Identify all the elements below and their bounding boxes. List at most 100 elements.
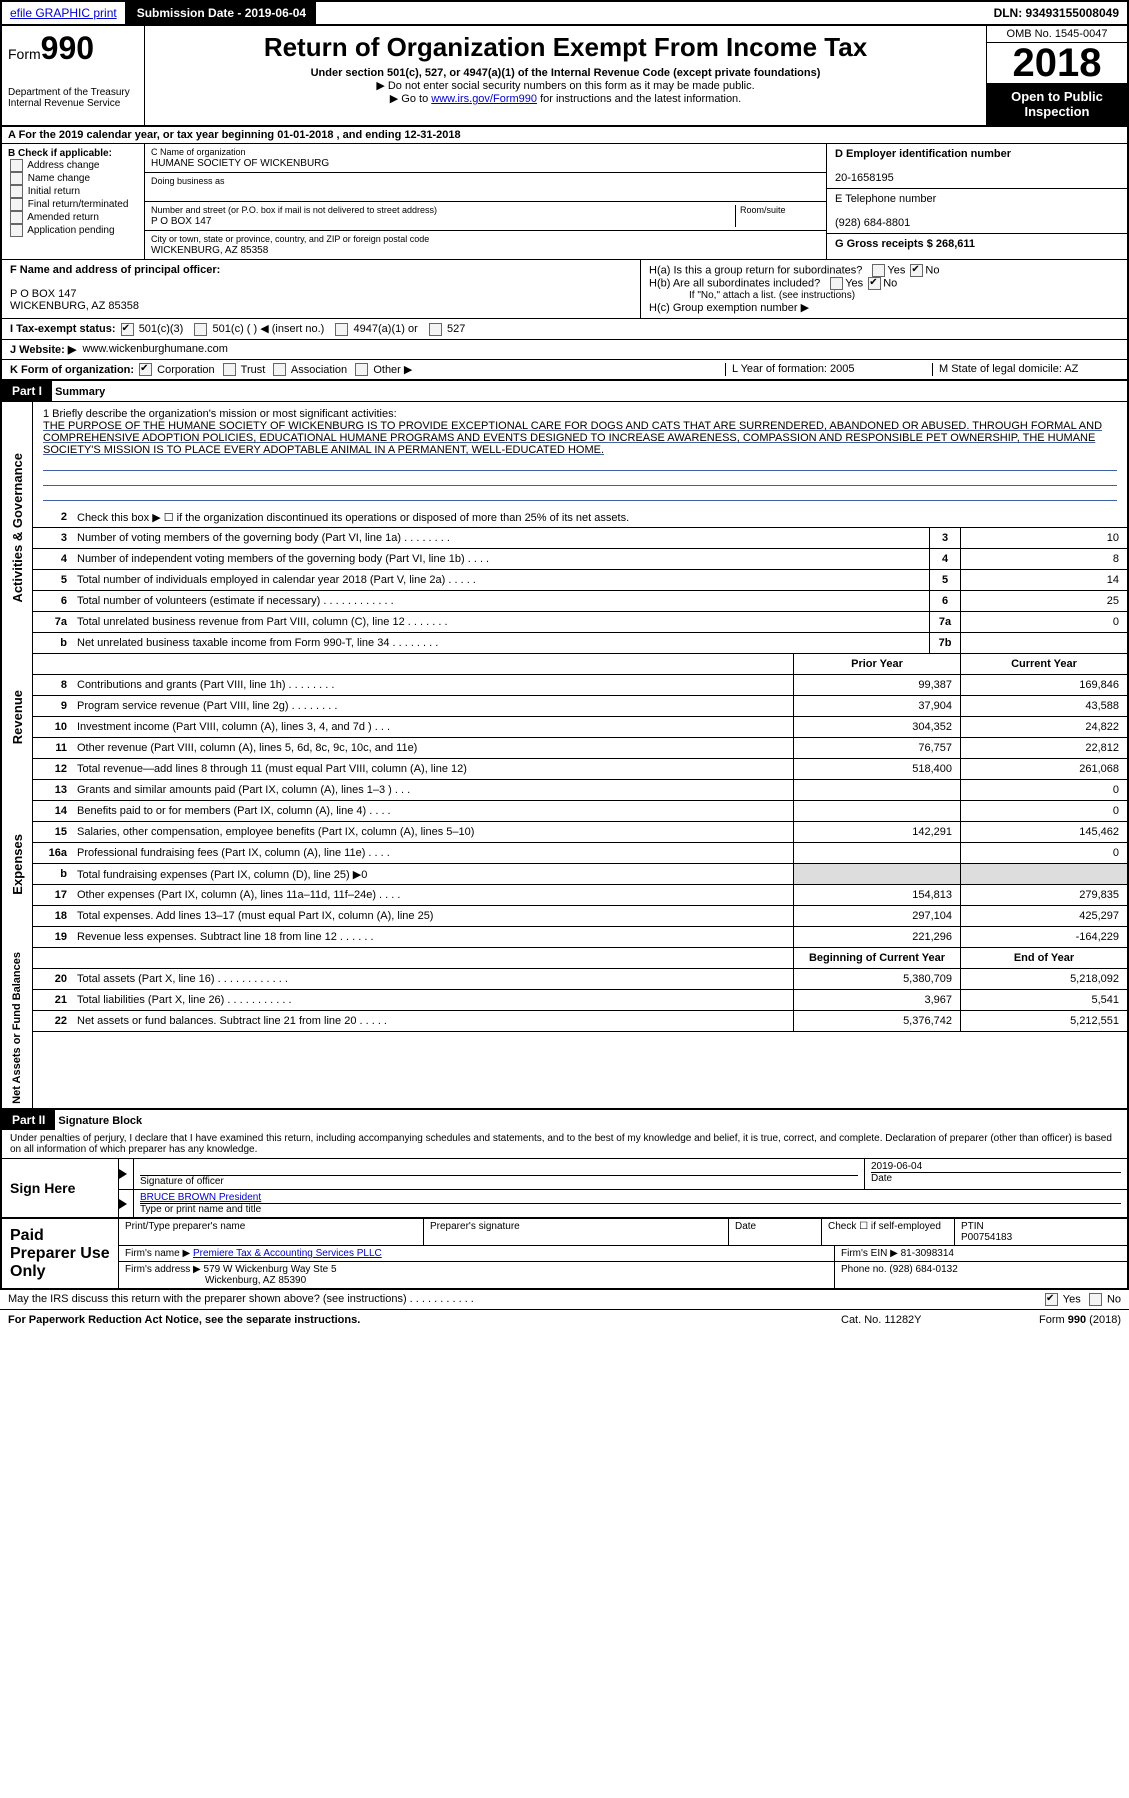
j-label: J Website: ▶ [10, 343, 76, 356]
gov-tab: Activities & Governance [8, 449, 27, 607]
line2: Check this box ▶ ☐ if the organization d… [71, 509, 1127, 526]
footer-cat: Cat. No. 11282Y [841, 1314, 991, 1326]
table-row: 22Net assets or fund balances. Subtract … [33, 1011, 1127, 1032]
table-row: 5Total number of individuals employed in… [33, 570, 1127, 591]
c-name-label: C Name of organization [151, 147, 246, 157]
addr-label: Number and street (or P.O. box if mail i… [151, 205, 437, 215]
hc-label: H(c) Group exemption number ▶ [649, 301, 1119, 314]
ha-yes-checkbox[interactable] [872, 264, 885, 277]
l-year: L Year of formation: 2005 [725, 363, 932, 377]
irs-link[interactable]: www.irs.gov/Form990 [431, 93, 537, 105]
k-corp-checkbox[interactable] [139, 363, 152, 376]
efile-label: efile GRAPHIC print [2, 2, 127, 24]
current-year-hdr: Current Year [960, 654, 1127, 674]
table-row: 4Number of independent voting members of… [33, 549, 1127, 570]
527-checkbox[interactable] [429, 323, 442, 336]
table-row: 13Grants and similar amounts paid (Part … [33, 780, 1127, 801]
prep-date-lbl: Date [729, 1219, 822, 1245]
dept-treasury: Department of the Treasury [8, 87, 138, 98]
form-number: 990 [41, 30, 94, 66]
table-row: 8Contributions and grants (Part VIII, li… [33, 675, 1127, 696]
501c-checkbox[interactable] [194, 323, 207, 336]
hb-label: H(b) Are all subordinates included?Yes N… [649, 277, 1119, 290]
prep-name-lbl: Print/Type preparer's name [119, 1219, 424, 1245]
d-label: D Employer identification number [835, 148, 1011, 160]
b-checkbox-item: Final return/terminated [8, 198, 138, 211]
firm-addr-lbl: Firm's address ▶ [125, 1264, 201, 1275]
table-row: 3Number of voting members of the governi… [33, 528, 1127, 549]
org-address: P O BOX 147 [151, 216, 211, 227]
exp-tab: Expenses [8, 830, 27, 899]
table-row: 18Total expenses. Add lines 13–17 (must … [33, 906, 1127, 927]
arrow-icon [119, 1169, 127, 1179]
ha-label: H(a) Is this a group return for subordin… [649, 264, 1119, 277]
b-checkbox-item: Application pending [8, 224, 138, 237]
firm-city: Wickenburg, AZ 85390 [125, 1275, 306, 1286]
col-b-title: B Check if applicable: [8, 148, 138, 159]
form-label: Form990 [8, 30, 138, 67]
submission-date: Submission Date - 2019-06-04 [127, 2, 316, 24]
footer-left: For Paperwork Reduction Act Notice, see … [8, 1314, 841, 1326]
b-checkbox-item: Amended return [8, 211, 138, 224]
prior-year-hdr: Prior Year [793, 654, 960, 674]
net-tab: Net Assets or Fund Balances [9, 948, 25, 1108]
table-row: 14Benefits paid to or for members (Part … [33, 801, 1127, 822]
firm-phone: (928) 684-0132 [889, 1264, 957, 1275]
mission-text: THE PURPOSE OF THE HUMANE SOCIETY OF WIC… [43, 420, 1117, 456]
dln: DLN: 93493155008049 [986, 2, 1127, 24]
ha-no-checkbox[interactable] [910, 264, 923, 277]
table-row: 10Investment income (Part VIII, column (… [33, 717, 1127, 738]
instr-1: ▶ Do not enter social security numbers o… [153, 79, 978, 92]
f-label: F Name and address of principal officer: [10, 264, 220, 276]
table-row: bNet unrelated business taxable income f… [33, 633, 1127, 654]
phone: (928) 684-8801 [835, 217, 910, 229]
table-row: 7aTotal unrelated business revenue from … [33, 612, 1127, 633]
officer-name[interactable]: BRUCE BROWN President [140, 1192, 261, 1203]
hb-no-checkbox[interactable] [868, 277, 881, 290]
firm-ein: 81-3098314 [901, 1248, 954, 1259]
table-row: bTotal fundraising expenses (Part IX, co… [33, 864, 1127, 885]
table-row: 21Total liabilities (Part X, line 26) . … [33, 990, 1127, 1011]
part1-title: Summary [55, 386, 105, 398]
table-row: 9Program service revenue (Part VIII, lin… [33, 696, 1127, 717]
firm-addr: 579 W Wickenburg Way Ste 5 [204, 1264, 337, 1275]
k-assoc-checkbox[interactable] [273, 363, 286, 376]
part2-hdr: Part II [2, 1110, 55, 1130]
dba-label: Doing business as [151, 176, 225, 186]
b-checkbox-item: Initial return [8, 185, 138, 198]
rev-tab: Revenue [8, 686, 27, 748]
part2-title: Signature Block [58, 1115, 142, 1127]
room-label: Room/suite [740, 205, 786, 215]
firm-name[interactable]: Premiere Tax & Accounting Services PLLC [193, 1248, 382, 1259]
org-name: HUMANE SOCIETY OF WICKENBURG [151, 158, 329, 169]
city-label: City or town, state or province, country… [151, 234, 429, 244]
table-row: 12Total revenue—add lines 8 through 11 (… [33, 759, 1127, 780]
m-state: M State of legal domicile: AZ [932, 363, 1119, 377]
table-row: 6Total number of volunteers (estimate if… [33, 591, 1127, 612]
firm-name-lbl: Firm's name ▶ [125, 1248, 190, 1259]
table-row: 11Other revenue (Part VIII, column (A), … [33, 738, 1127, 759]
k-trust-checkbox[interactable] [223, 363, 236, 376]
prep-sig-lbl: Preparer's signature [424, 1219, 729, 1245]
k-other-checkbox[interactable] [355, 363, 368, 376]
ptin: PTIN P00754183 [955, 1219, 1127, 1245]
ein: 20-1658195 [835, 172, 894, 184]
i-label: I Tax-exempt status: [10, 323, 116, 335]
table-row: 17Other expenses (Part IX, column (A), l… [33, 885, 1127, 906]
4947-checkbox[interactable] [335, 323, 348, 336]
line1-label: 1 Briefly describe the organization's mi… [43, 408, 1117, 420]
row-a-tax-year: A For the 2019 calendar year, or tax yea… [0, 127, 1129, 144]
irs-label: Internal Revenue Service [8, 98, 138, 109]
eoy-hdr: End of Year [960, 948, 1127, 968]
form-subtitle: Under section 501(c), 527, or 4947(a)(1)… [153, 67, 978, 79]
open-to-public: Open to Public Inspection [987, 83, 1127, 125]
type-lbl: Type or print name and title [140, 1203, 1121, 1215]
discuss-no-checkbox[interactable] [1089, 1293, 1102, 1306]
discuss-yes-checkbox[interactable] [1045, 1293, 1058, 1306]
501c3-checkbox[interactable] [121, 323, 134, 336]
efile-link[interactable]: efile GRAPHIC print [10, 6, 117, 20]
hb-yes-checkbox[interactable] [830, 277, 843, 290]
officer-addr2: WICKENBURG, AZ 85358 [10, 300, 139, 312]
part1-hdr: Part I [2, 381, 52, 401]
arrow-icon-2 [119, 1199, 127, 1209]
